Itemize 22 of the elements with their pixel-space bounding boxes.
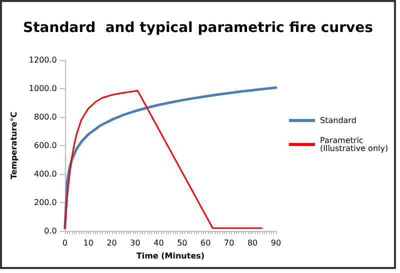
x-tick-label: 60 xyxy=(200,238,211,248)
x-tick-label: 10 xyxy=(83,238,94,248)
x-tick-label: 80 xyxy=(247,238,258,248)
chart-title: Standard and typical parametric fire curves xyxy=(23,20,373,36)
y-tick-label: 600.0 xyxy=(34,141,57,150)
x-tick-label: 20 xyxy=(106,238,117,248)
x-tick-label: 30 xyxy=(130,238,140,248)
x-tick-label: 90 xyxy=(270,238,282,248)
x-tick-label: 0 xyxy=(62,238,68,248)
y-tick-label: 200.0 xyxy=(34,198,57,207)
y-tick-label: 1000.0 xyxy=(28,84,57,93)
x-tick-label: 70 xyxy=(224,238,234,248)
y-tick-label: 400.0 xyxy=(34,170,57,178)
y-tick-label: 1200.0 xyxy=(28,56,57,64)
y-tick-label: 800.0 xyxy=(34,112,57,122)
x-tick-label: 40 xyxy=(154,238,164,248)
y-axis-title: Temperature°C xyxy=(10,112,18,180)
legend-label: Standard xyxy=(320,116,356,125)
y-tick-label: 0.0 xyxy=(44,226,57,236)
legend-label: Parametric (Illustrative only) xyxy=(320,136,388,153)
x-tick-label: 50 xyxy=(177,238,188,248)
x-axis-title: Time (Minutes) xyxy=(136,251,205,260)
